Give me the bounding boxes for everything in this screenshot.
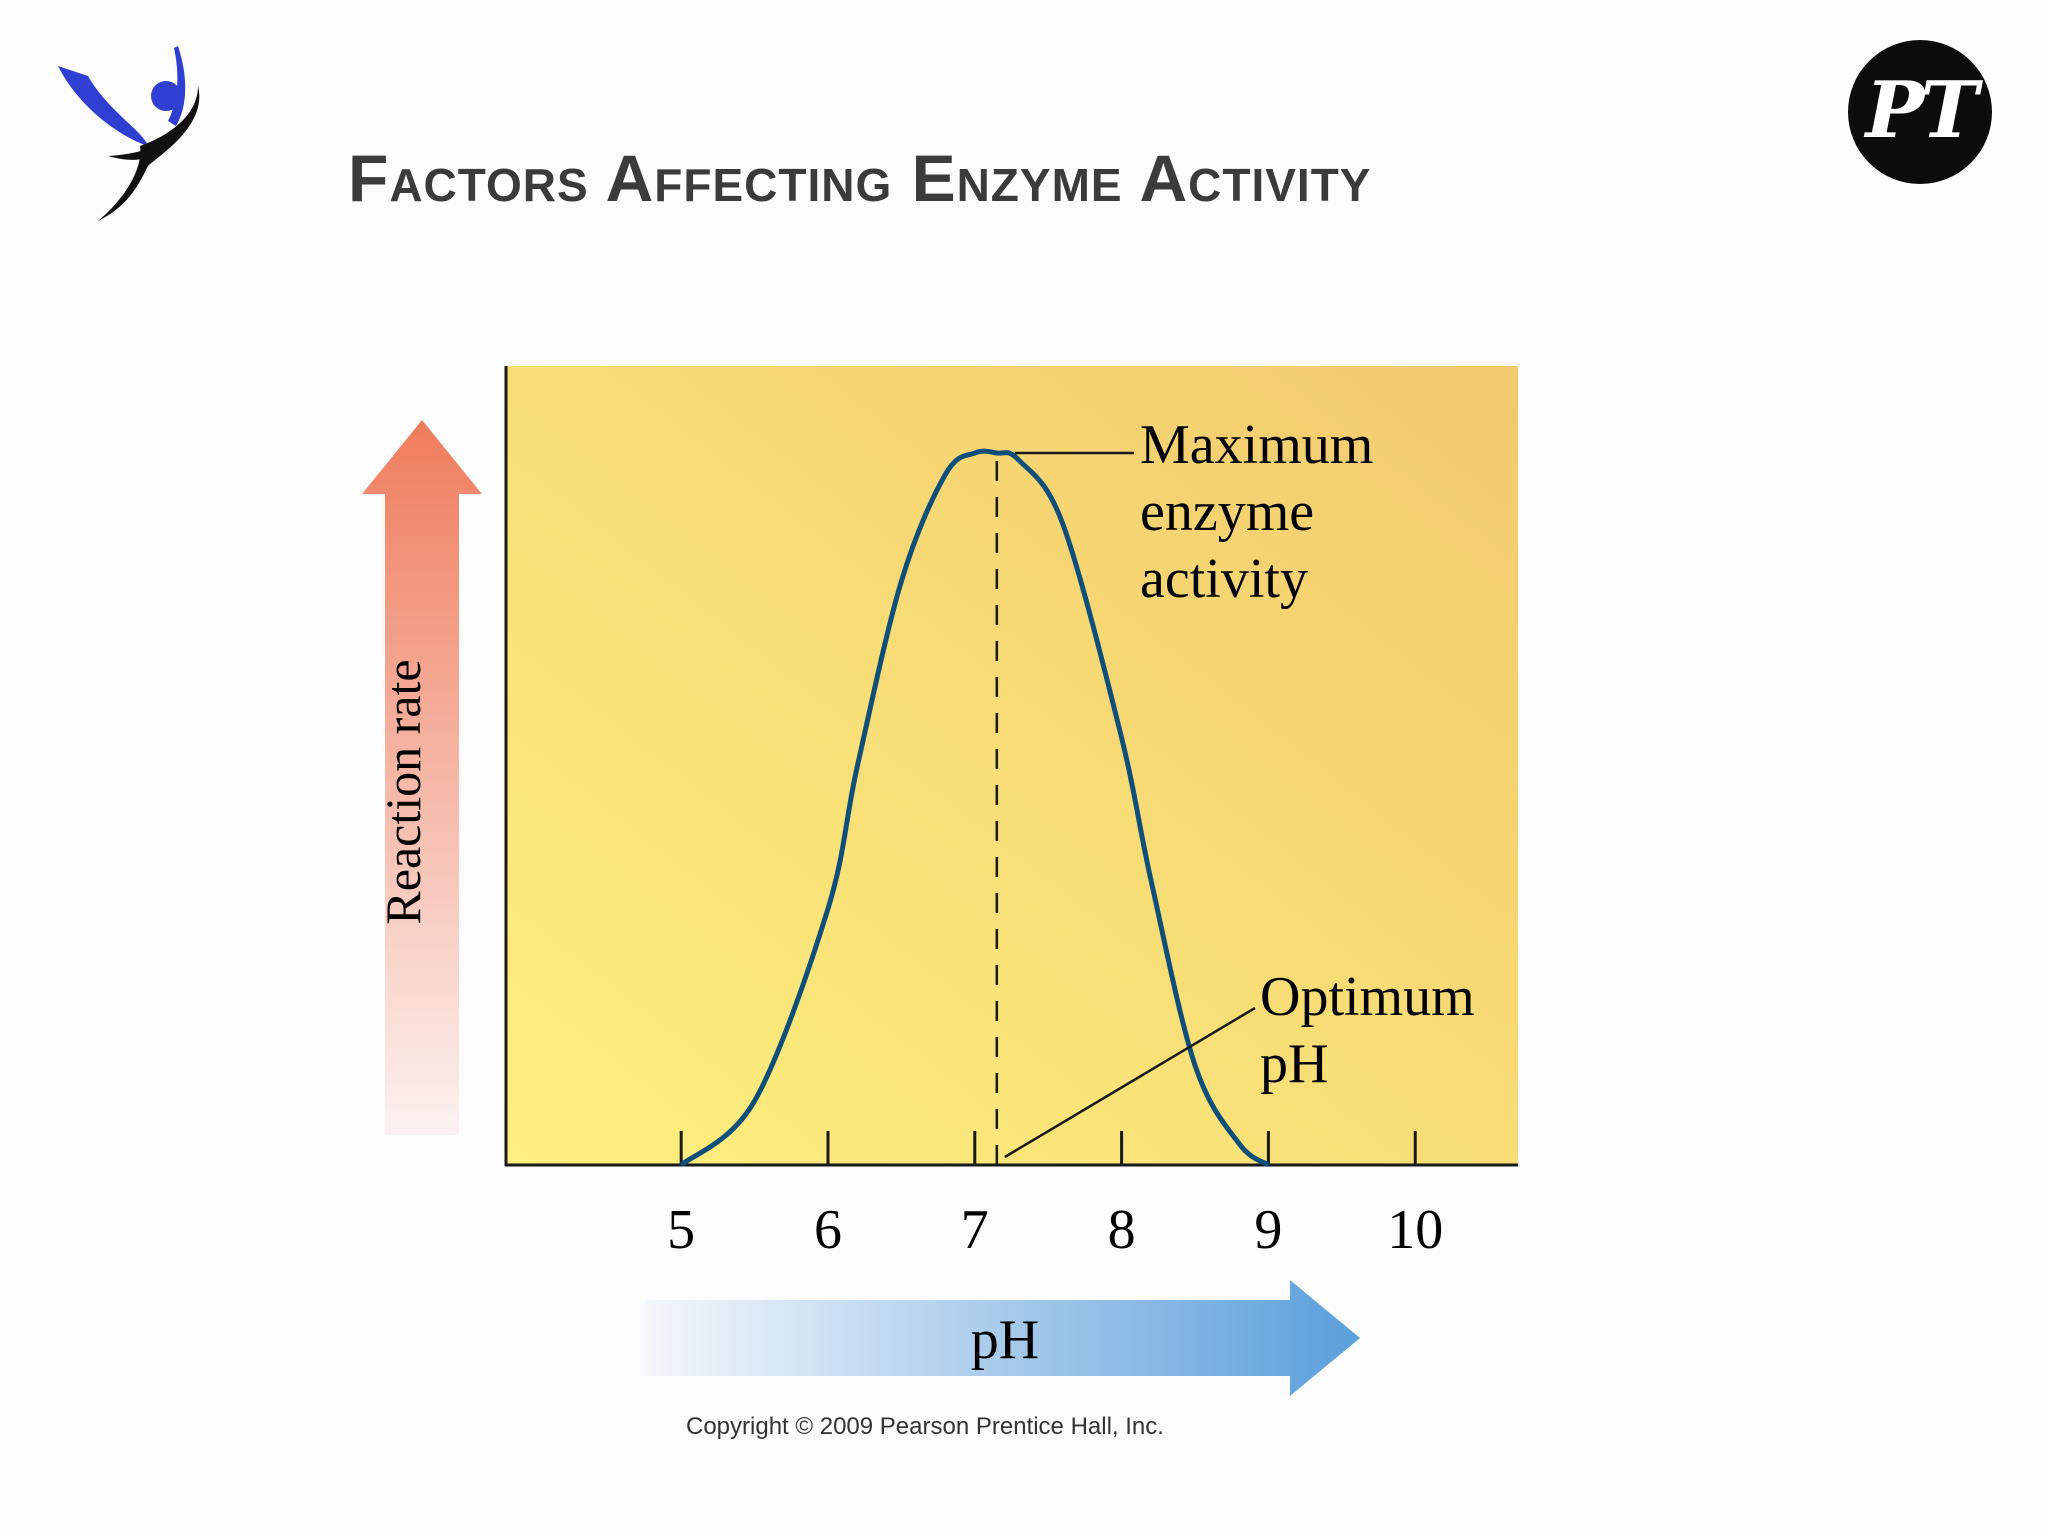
jumping-person-logo <box>58 46 200 221</box>
pt-logo-text: PT <box>1865 64 1979 156</box>
plot-area <box>505 366 1518 1164</box>
x-ticks <box>679 1131 1417 1165</box>
logo-arm <box>168 46 186 126</box>
y-axis-label: Reaction rate <box>375 659 431 924</box>
optimum-ph-label-1: Optimum <box>1260 966 1475 1028</box>
x-axis-arrow <box>645 1280 1360 1396</box>
max-activity-label-3: activity <box>1140 548 1308 610</box>
optimum-ph-label-2: pH <box>1260 1033 1328 1095</box>
copyright-notice: Copyright © 2009 Pearson Prentice Hall, … <box>686 1413 1164 1440</box>
x-tick-labels: 5 6 7 8 9 10 <box>667 1199 1443 1261</box>
slide-title: Factors Affecting Enzyme Activity <box>348 141 1372 215</box>
max-activity-label-1: Maximum <box>1140 414 1373 476</box>
y-axis-arrow <box>362 420 482 1135</box>
x-tick-label-10: 10 <box>1387 1199 1443 1261</box>
x-tick-label-5: 5 <box>667 1199 695 1261</box>
logo-head <box>151 81 181 111</box>
x-tick-label-8: 8 <box>1108 1199 1136 1261</box>
optimum-ph-leader-line <box>1004 1006 1256 1159</box>
x-tick-label-6: 6 <box>814 1199 842 1261</box>
pt-logo: PT <box>1848 40 1992 184</box>
x-axis-label: pH <box>971 1309 1039 1371</box>
x-tick-label-9: 9 <box>1254 1199 1282 1261</box>
x-tick-label-7: 7 <box>961 1199 989 1261</box>
max-activity-label-2: enzyme <box>1140 481 1314 543</box>
logo-blue-swoosh <box>58 66 148 146</box>
logo-black-leg <box>108 131 178 160</box>
enzyme-activity-curve <box>679 448 1270 1168</box>
